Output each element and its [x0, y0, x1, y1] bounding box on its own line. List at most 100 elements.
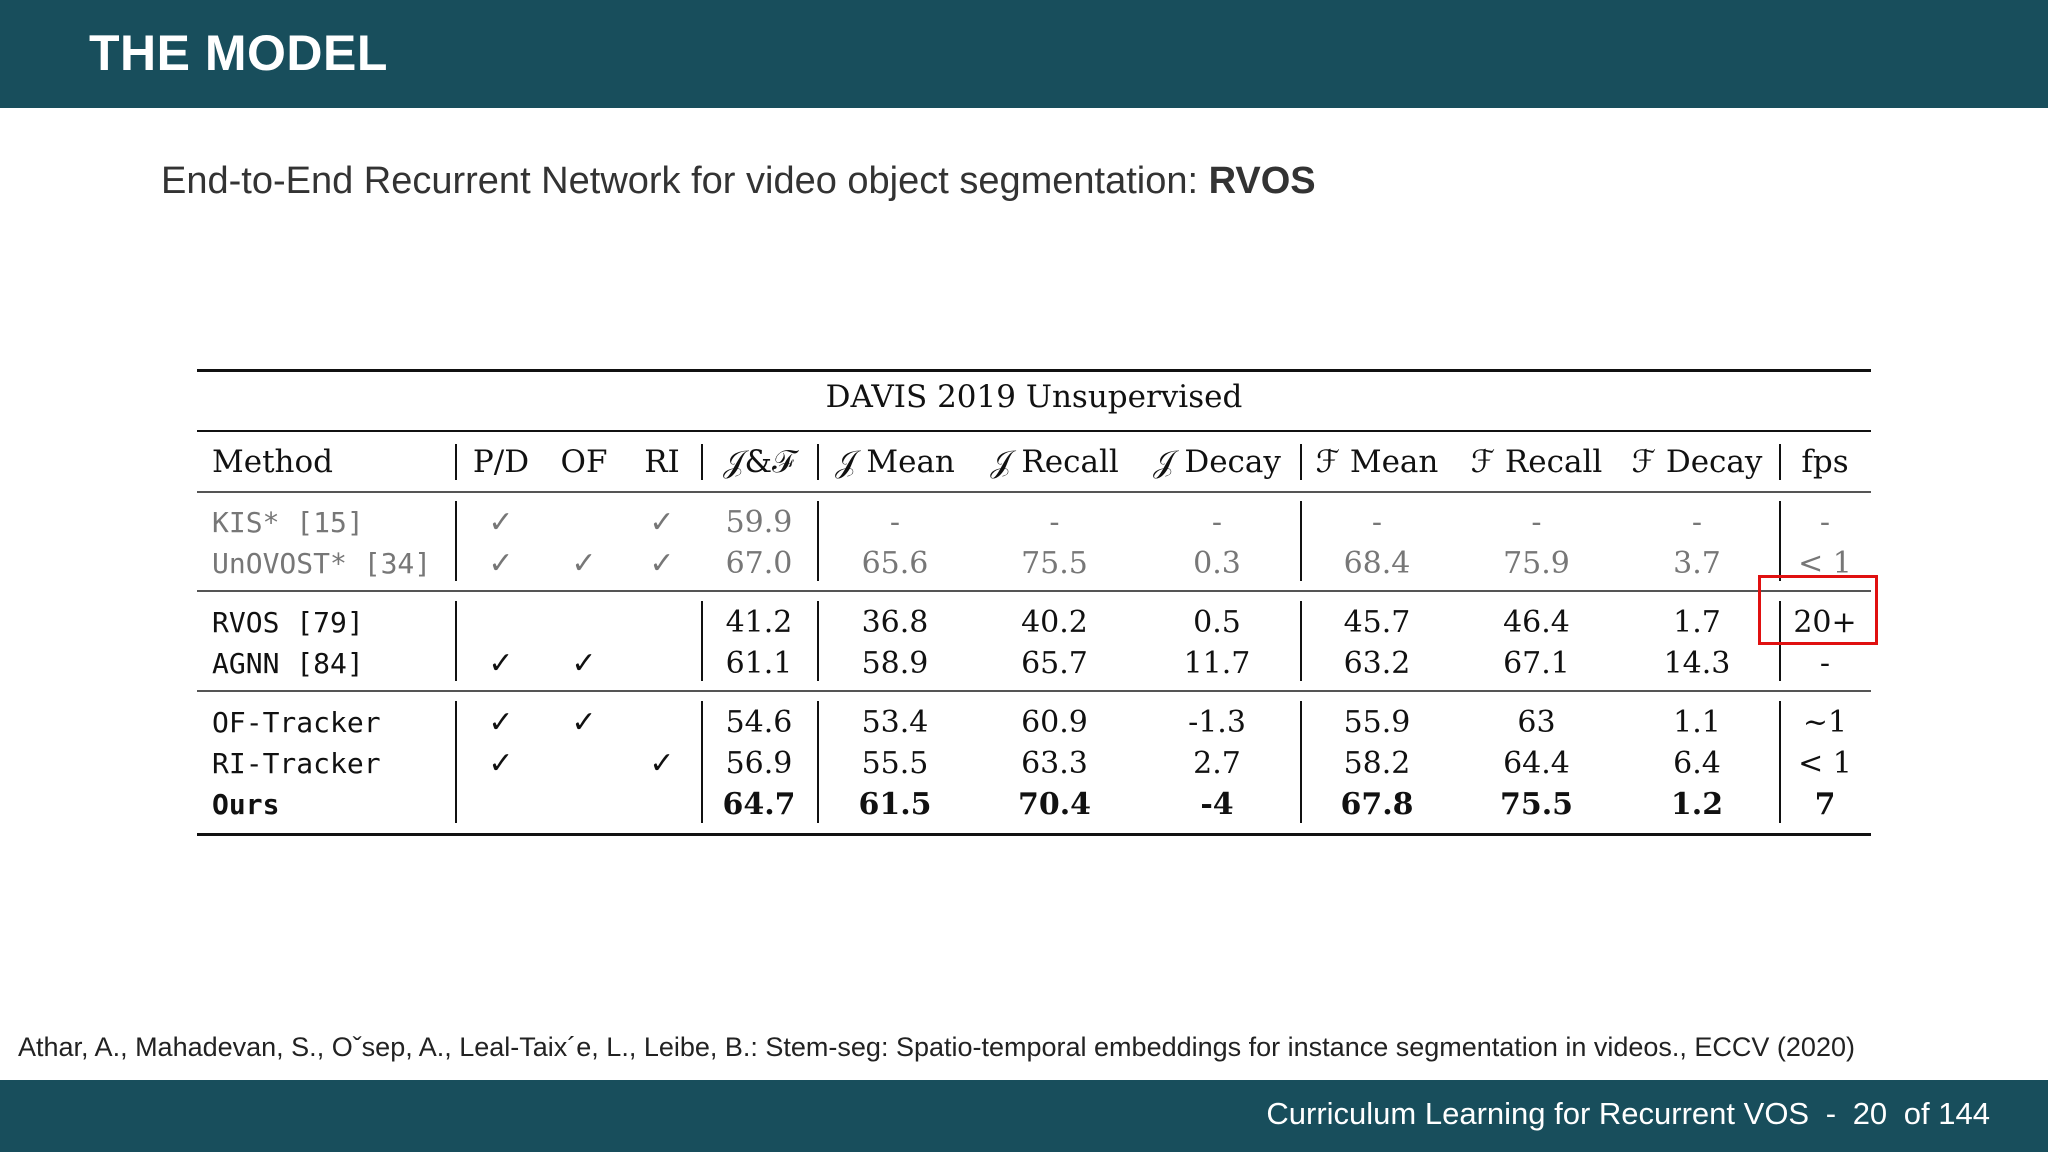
- cell-frecall: -: [1531, 505, 1542, 540]
- cell-jdecay: 2.7: [1193, 746, 1241, 781]
- cell-jdecay: 0.3: [1193, 546, 1241, 581]
- citation: Athar, A., Mahadevan, S., Oˇsep, A., Lea…: [18, 1032, 1855, 1062]
- cell-jmean: 58.9: [861, 646, 929, 681]
- vline: [701, 601, 703, 681]
- cell-ri: [627, 703, 697, 743]
- cell-of: ✓: [571, 705, 597, 740]
- vline: [1779, 701, 1781, 823]
- cell-frecall: 67.1: [1503, 646, 1570, 681]
- cell-fmean: 67.8: [1340, 787, 1414, 822]
- cell-jdecay: -1.3: [1188, 705, 1246, 740]
- cell-fmean: 63.2: [1343, 646, 1411, 681]
- table-caption: DAVIS 2019 Unsupervised: [825, 379, 1243, 415]
- col-header-fdecay: ℱ Decay: [1631, 444, 1763, 480]
- cell-jmean: -: [889, 505, 901, 540]
- vline: [1300, 601, 1302, 681]
- cell-method: UnOVOST* [34]: [212, 547, 432, 580]
- vline: [455, 701, 457, 823]
- cell-fps: ~1: [1802, 705, 1848, 740]
- vline: [455, 501, 457, 581]
- cell-jf: 54.6: [725, 705, 793, 740]
- cell-fmean: 55.9: [1343, 705, 1411, 740]
- cell-method: RVOS [79]: [212, 606, 364, 639]
- cell-of: [549, 785, 619, 825]
- vline: [455, 601, 457, 681]
- vline: [817, 601, 819, 681]
- col-header-jf: 𝒥&ℱ: [723, 444, 795, 480]
- subtitle-text: End-to-End Recurrent Network for video o…: [161, 160, 1209, 202]
- cell-jrecall: 75.5: [1021, 546, 1088, 581]
- cell-fdecay: 1.7: [1673, 605, 1721, 640]
- cell-jdecay: -4: [1200, 787, 1234, 822]
- cell-pd: ✓: [488, 746, 514, 781]
- footer-page: 20: [1852, 1096, 1888, 1131]
- cell-fps: 20+: [1793, 605, 1857, 640]
- table-group2-rule: [197, 690, 1871, 692]
- cell-jf: 64.7: [722, 787, 796, 822]
- cell-jmean: 36.8: [861, 605, 929, 640]
- col-header-pd: P/D: [472, 444, 530, 480]
- table-header-rule: [197, 491, 1871, 493]
- cell-fps: 7: [1814, 787, 1836, 822]
- cell-fdecay: -: [1691, 505, 1703, 540]
- cell-jf: 67.0: [725, 546, 793, 581]
- cell-ri: ✓: [649, 505, 675, 540]
- col-header-jdecay: 𝒥 Decay: [1153, 444, 1281, 480]
- vline: [701, 701, 703, 823]
- cell-pd: ✓: [488, 646, 514, 681]
- cell-jrecall: 40.2: [1021, 605, 1088, 640]
- cell-ri: [627, 644, 697, 684]
- table-top-rule: [197, 369, 1871, 372]
- cell-jrecall: 63.3: [1021, 746, 1088, 781]
- cell-jf: 61.1: [725, 646, 793, 681]
- cell-method: AGNN [84]: [212, 647, 364, 680]
- cell-pd: [461, 785, 541, 825]
- results-table: DAVIS 2019 Unsupervised Method P/D OF RI…: [197, 369, 1871, 836]
- cell-jmean: 55.5: [861, 746, 929, 781]
- cell-jmean: 61.5: [858, 787, 932, 822]
- vline: [455, 444, 457, 480]
- cell-of: [549, 603, 619, 643]
- cell-jrecall: 70.4: [1017, 787, 1092, 822]
- highlight-box: [1758, 575, 1878, 645]
- cell-of: ✓: [571, 546, 597, 581]
- table-caption-rule: [197, 430, 1871, 432]
- cell-method: OF-Tracker: [212, 706, 381, 739]
- cell-of: [549, 744, 619, 784]
- cell-pd: [461, 603, 541, 643]
- cell-ri: ✓: [649, 746, 675, 781]
- cell-of: ✓: [571, 646, 597, 681]
- cell-frecall: 46.4: [1503, 605, 1570, 640]
- cell-jf: 59.9: [725, 505, 793, 540]
- cell-frecall: 75.9: [1503, 546, 1570, 581]
- table-group1-rule: [197, 590, 1871, 592]
- cell-frecall: 63: [1517, 705, 1556, 740]
- cell-jdecay: 0.5: [1193, 605, 1241, 640]
- slide-title: THE MODEL: [89, 25, 388, 81]
- col-header-of: OF: [560, 444, 608, 480]
- cell-jrecall: -: [1049, 505, 1060, 540]
- cell-fmean: 45.7: [1343, 605, 1411, 640]
- vline: [1779, 444, 1781, 480]
- cell-frecall: 64.4: [1503, 746, 1570, 781]
- col-header-method: Method: [212, 444, 334, 480]
- col-header-fmean: ℱ Mean: [1315, 444, 1439, 480]
- cell-ri: [627, 785, 697, 825]
- cell-pd: ✓: [488, 505, 514, 540]
- vline: [1300, 444, 1302, 480]
- cell-fps: -: [1819, 505, 1831, 540]
- vline: [817, 501, 819, 581]
- vline: [817, 701, 819, 823]
- cell-jdecay: 11.7: [1183, 646, 1251, 681]
- vline: [1300, 501, 1302, 581]
- cell-fdecay: 14.3: [1663, 646, 1731, 681]
- cell-method: RI-Tracker: [212, 747, 381, 780]
- cell-ri: [627, 603, 697, 643]
- cell-ri: ✓: [649, 546, 675, 581]
- cell-jmean: 65.6: [861, 546, 929, 581]
- cell-pd: ✓: [488, 546, 514, 581]
- cell-jf: 41.2: [725, 605, 793, 640]
- table-bottom-rule: [197, 833, 1871, 836]
- col-header-fps: fps: [1801, 444, 1849, 480]
- cell-fmean: 58.2: [1343, 746, 1411, 781]
